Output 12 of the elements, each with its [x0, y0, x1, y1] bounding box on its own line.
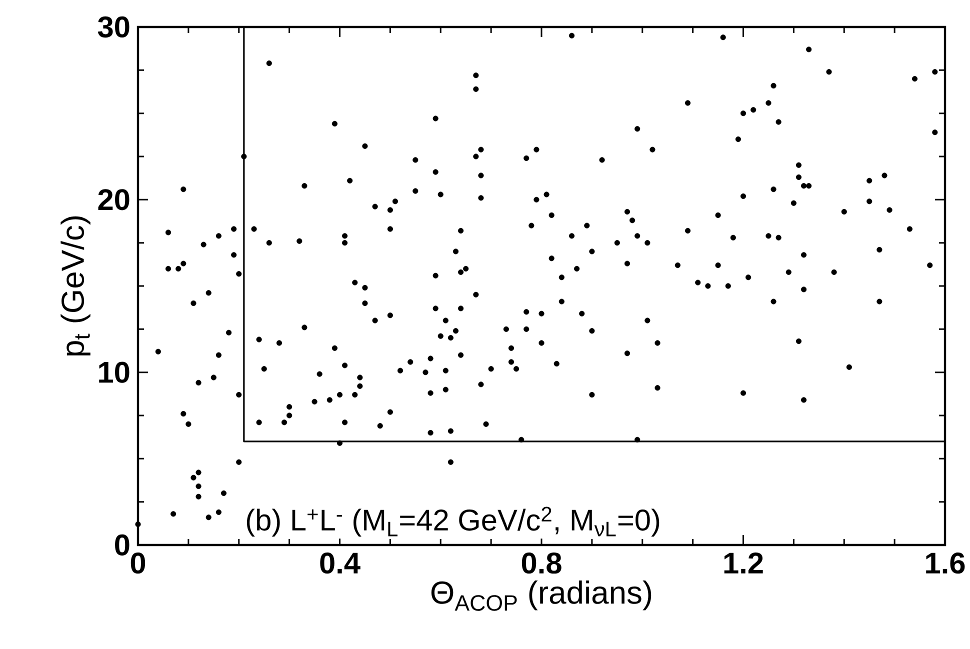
y-tick-label: 20	[98, 189, 130, 210]
x-tick-label: 1.2	[724, 552, 763, 574]
y-tick-label: 0	[115, 534, 130, 556]
x-axis-title: Θ$_{ACOP}$ (radians)	[431, 580, 652, 611]
x-tick-label: 0	[130, 552, 146, 574]
y-axis-title: p$_{t}$ (GeV/c)	[60, 216, 90, 356]
x-tick-label: 0.4	[320, 552, 360, 574]
y-tick-label: 30	[98, 16, 130, 38]
x-tick-label: 1.6	[926, 552, 965, 574]
text: (b) L$^{+}$L$^{-}$ (M$_{L}$=42 GeV/c$^{2}$, M$_{νL}$=0)	[246, 506, 660, 537]
x-tick-label: 0.8	[522, 552, 562, 574]
y-tick-label: 10	[99, 362, 130, 383]
